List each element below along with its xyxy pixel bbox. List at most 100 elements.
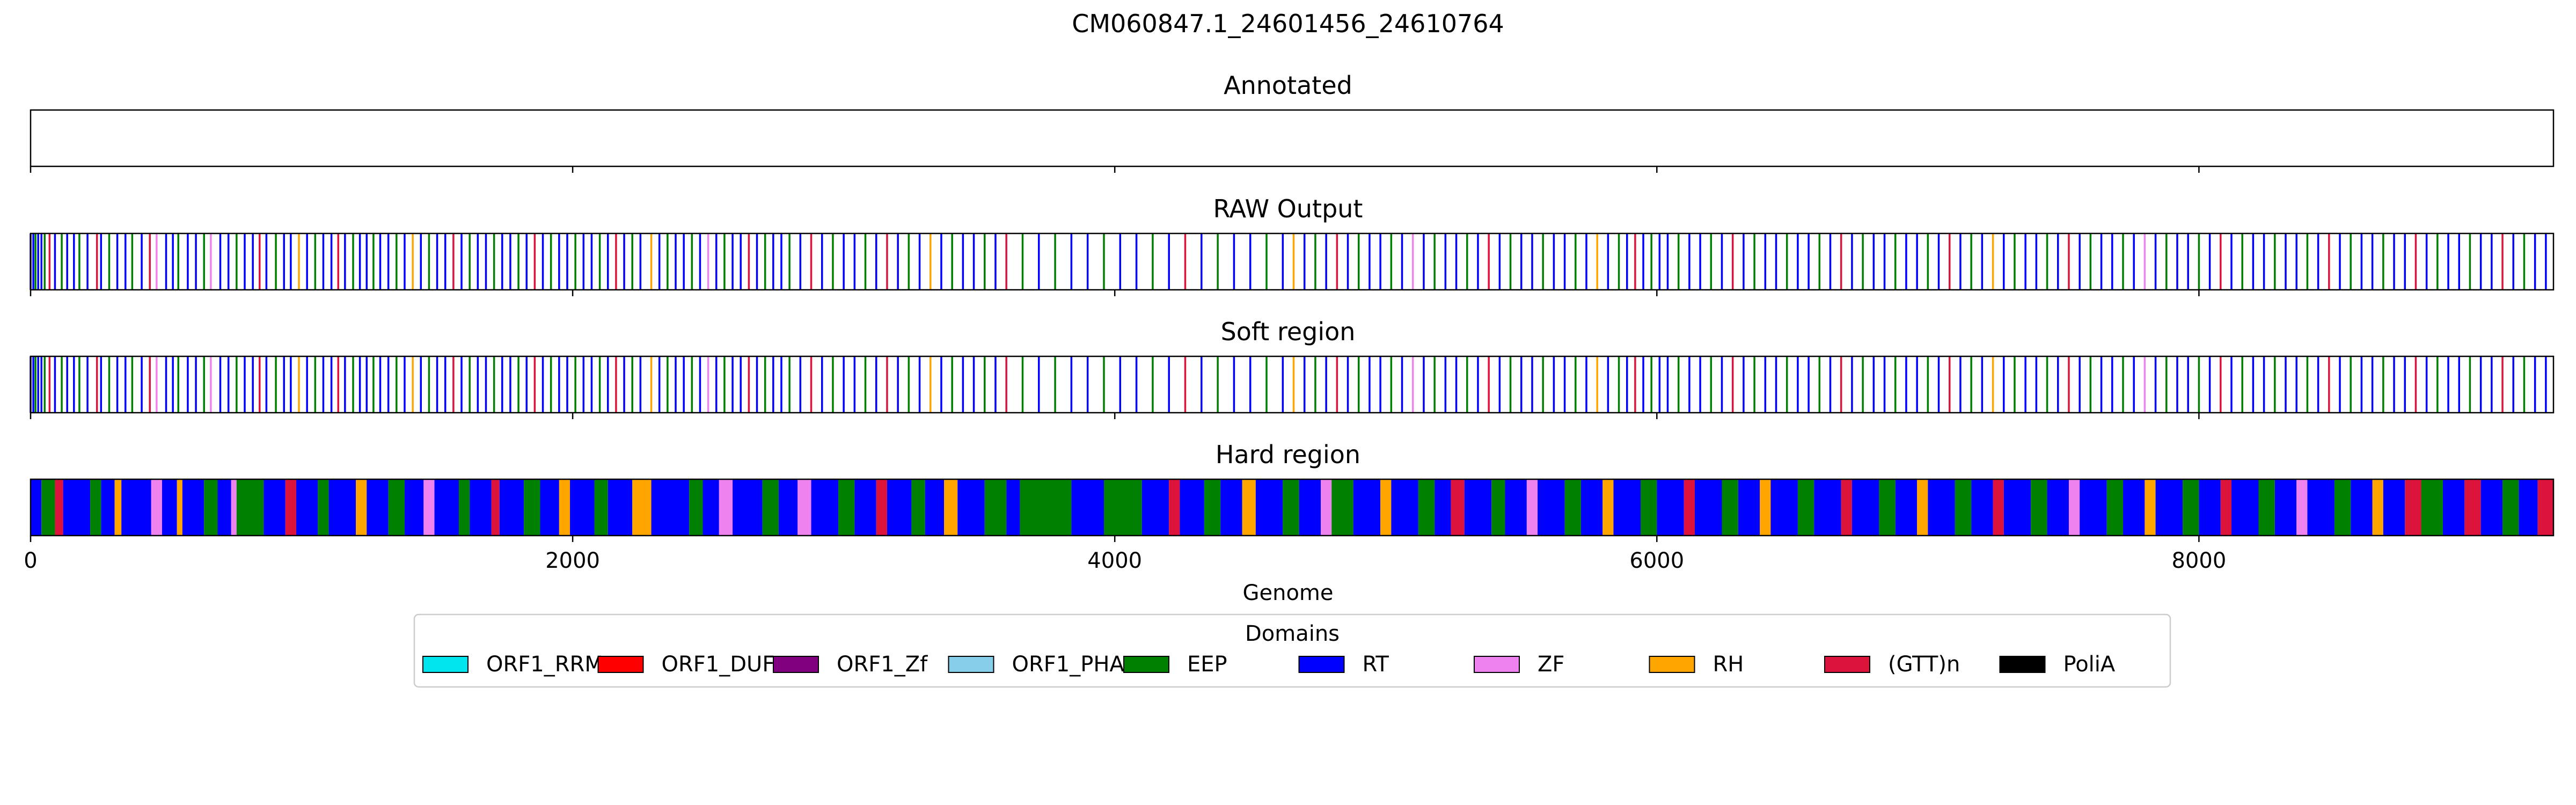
domain-block-RT bbox=[854, 479, 876, 536]
domain-block-RT bbox=[1220, 479, 1242, 536]
track-frame bbox=[30, 232, 2555, 291]
domain-block-EEP bbox=[90, 479, 101, 536]
x-tick-label: 4000 bbox=[1087, 548, 1142, 573]
domain-block-RT bbox=[1071, 479, 1104, 536]
domain-block-RT bbox=[1695, 479, 1722, 536]
domain-block-(GTT)n bbox=[1169, 479, 1180, 536]
domain-block-RT bbox=[1435, 479, 1451, 536]
domain-block-EEP bbox=[1797, 479, 1814, 536]
domain-block-RT bbox=[608, 479, 633, 536]
domain-block-RH bbox=[1602, 479, 1614, 536]
x-tick-label: 0 bbox=[24, 548, 37, 573]
legend-title: Domains bbox=[1245, 621, 1340, 646]
legend-swatch bbox=[1298, 656, 1345, 673]
legend-label: (GTT)n bbox=[1888, 652, 1960, 677]
legend-label: ORF1_RRM bbox=[486, 652, 603, 677]
legend-swatch bbox=[1474, 656, 1520, 673]
domain-block-EEP bbox=[2334, 479, 2351, 536]
legend-label: ORF1_Zf bbox=[837, 652, 928, 677]
domain-block-(GTT)n bbox=[876, 479, 887, 536]
legend-label: ZF bbox=[1538, 652, 1564, 677]
domain-block-RT bbox=[1299, 479, 1321, 536]
legend-box bbox=[413, 613, 2171, 688]
domain-block-RT bbox=[367, 479, 389, 536]
domain-block-EEP bbox=[1418, 479, 1435, 536]
domain-block-EEP bbox=[1879, 479, 1896, 536]
domain-block-(GTT)n bbox=[491, 479, 500, 536]
domain-block-(GTT)n bbox=[1841, 479, 1852, 536]
domain-block-EEP bbox=[1491, 479, 1505, 536]
domain-block-RH bbox=[177, 479, 182, 536]
domain-block-EEP bbox=[1640, 479, 1657, 536]
domain-block-EEP bbox=[1103, 479, 1142, 536]
domain-block-EEP bbox=[1722, 479, 1738, 536]
domain-block-ZF bbox=[719, 479, 733, 536]
legend-label: PoliA bbox=[2063, 652, 2116, 677]
track-frame bbox=[30, 109, 2555, 167]
domain-block-(GTT)n bbox=[1993, 479, 2004, 536]
domain-block-RT bbox=[296, 479, 318, 536]
domain-block-EEP bbox=[1204, 479, 1221, 536]
legend-swatch bbox=[422, 656, 469, 673]
legend-swatch bbox=[1999, 656, 2046, 673]
domain-block-(GTT)n bbox=[2537, 479, 2553, 536]
domain-block-RT bbox=[887, 479, 912, 536]
domain-block-RT bbox=[1657, 479, 1684, 536]
domain-block-RT bbox=[2080, 479, 2107, 536]
domain-block-RT bbox=[2442, 479, 2465, 536]
legend: Domains ORF1_RRM ORF1_DUF ORF1_Zf ORF1_PHA EE… bbox=[413, 613, 2171, 688]
domain-block-(GTT)n bbox=[1451, 479, 1465, 536]
track-annotated: Annotated bbox=[30, 71, 2555, 173]
domain-block-RT bbox=[2155, 479, 2183, 536]
track-title: RAW Output bbox=[1213, 194, 1363, 223]
domain-block-ZF bbox=[2296, 479, 2308, 536]
domain-block-RT bbox=[217, 479, 231, 536]
domain-block-EEP bbox=[984, 479, 1007, 536]
x-axis: 0 2000 4000 6000 8000 bbox=[24, 548, 2226, 573]
domain-block-ZF bbox=[797, 479, 811, 536]
domain-block-RH bbox=[356, 479, 367, 536]
x-tick-label: 8000 bbox=[2171, 548, 2226, 573]
domain-block-RT bbox=[733, 479, 763, 536]
legend-item--gtt-n: (GTT)n bbox=[1824, 652, 1960, 677]
track-frame bbox=[30, 478, 2555, 537]
track-raw-output: RAW Output bbox=[30, 194, 2555, 296]
domain-block-RT bbox=[31, 479, 42, 536]
domain-block-RT bbox=[2480, 479, 2503, 536]
domain-block-RT bbox=[1851, 479, 1879, 536]
domain-block-RT bbox=[1928, 479, 1955, 536]
domain-block-EEP bbox=[236, 479, 264, 536]
domain-block-EEP bbox=[41, 479, 55, 536]
track-title: Annotated bbox=[1224, 71, 1352, 100]
domain-block-RT bbox=[162, 479, 177, 536]
legend-item-orf1-duf: ORF1_DUF bbox=[597, 652, 775, 677]
domain-block-RT bbox=[1353, 479, 1381, 536]
legend-label: RH bbox=[1713, 652, 1744, 677]
domain-block-EEP bbox=[2502, 479, 2519, 536]
domain-block-EEP bbox=[2258, 479, 2275, 536]
domain-block-EEP bbox=[458, 479, 470, 536]
domain-block-RT bbox=[1613, 479, 1641, 536]
domain-block-RT bbox=[2003, 479, 2031, 536]
domain-block-RT bbox=[2351, 479, 2373, 536]
domain-block-RT bbox=[651, 479, 690, 536]
domain-block-RH bbox=[1380, 479, 1392, 536]
domain-block-(GTT)n bbox=[2220, 479, 2232, 536]
domain-block-RT bbox=[1770, 479, 1798, 536]
domain-block-RT bbox=[2274, 479, 2297, 536]
domain-block-RT bbox=[1738, 479, 1760, 536]
domain-block-RT bbox=[1505, 479, 1527, 536]
domain-block-RT bbox=[1391, 479, 1418, 536]
domain-block-RT bbox=[1814, 479, 1841, 536]
domain-block-RT bbox=[434, 479, 459, 536]
domain-block-RT bbox=[121, 479, 151, 536]
domain-block-RT bbox=[1006, 479, 1020, 536]
legend-label: ORF1_DUF bbox=[662, 652, 775, 677]
domain-block-EEP bbox=[1564, 479, 1581, 536]
domain-block-RT bbox=[2383, 479, 2405, 536]
domain-block-ZF bbox=[1526, 479, 1538, 536]
track-soft-region: Soft region bbox=[30, 317, 2555, 419]
domain-block-RT bbox=[499, 479, 524, 536]
domain-block-RT bbox=[1464, 479, 1492, 536]
